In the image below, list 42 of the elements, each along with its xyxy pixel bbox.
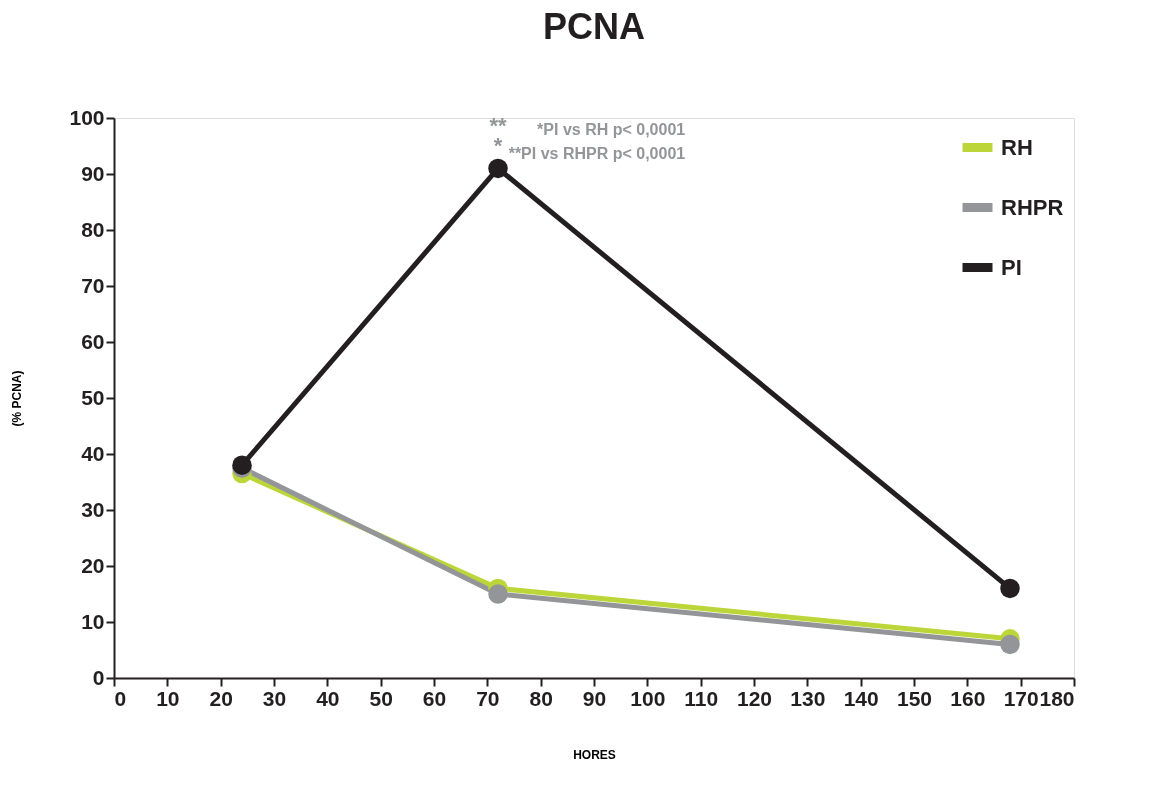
x-axis-title: HORES [573, 747, 616, 762]
x-tick-label: 120 [736, 686, 773, 710]
x-tick-label: 150 [896, 686, 933, 710]
y-tick-label: 0 [92, 665, 105, 689]
y-tick-label: 90 [81, 161, 105, 185]
annotation: **PI vs RHPR p< 0,0001 [508, 145, 686, 162]
x-tick-label: 80 [529, 686, 553, 710]
y-tick-label: 70 [81, 273, 105, 297]
x-tick-label: 0 [114, 686, 127, 710]
y-tick-label: 20 [81, 553, 105, 577]
y-tick-label: 60 [81, 329, 105, 353]
x-tick-label: 100 [630, 686, 666, 710]
x-tick-label: 60 [422, 686, 447, 710]
annotation: *PI vs RH p< 0,0001 [537, 121, 686, 138]
chart-title: PCNA [542, 6, 646, 47]
x-tick-label: 10 [156, 686, 180, 710]
x-tick-label: 110 [684, 686, 719, 710]
legend-label: RHPR [1001, 194, 1064, 220]
x-tick-label: 180 [1039, 686, 1075, 710]
point [488, 158, 508, 179]
legend-label: RH [1001, 134, 1033, 160]
x-tick-label: 90 [582, 686, 607, 710]
y-tick-label: 100 [69, 105, 105, 129]
y-axis-title: (% PCNA) [10, 370, 25, 427]
point [488, 584, 508, 604]
y-tick-label: 30 [81, 497, 105, 521]
x-tick-label: 50 [369, 686, 393, 710]
x-tick-label: 70 [476, 686, 500, 710]
y-tick-label: 50 [81, 385, 105, 409]
legend-label: PI [1001, 254, 1022, 280]
x-tick-label: 40 [316, 686, 340, 710]
x-tick-label: 170 [1003, 686, 1039, 710]
x-tick-label: 160 [950, 686, 986, 710]
x-tick-label: 140 [843, 686, 879, 710]
point [1000, 634, 1020, 655]
y-tick-label: 80 [81, 217, 105, 241]
y-tick-label: 40 [81, 441, 105, 465]
y-tick-label: 10 [81, 609, 105, 633]
x-tick-label: 20 [209, 686, 233, 710]
x-tick-label: 130 [790, 686, 826, 710]
point [1000, 578, 1020, 599]
x-tick-label: 30 [262, 686, 287, 710]
